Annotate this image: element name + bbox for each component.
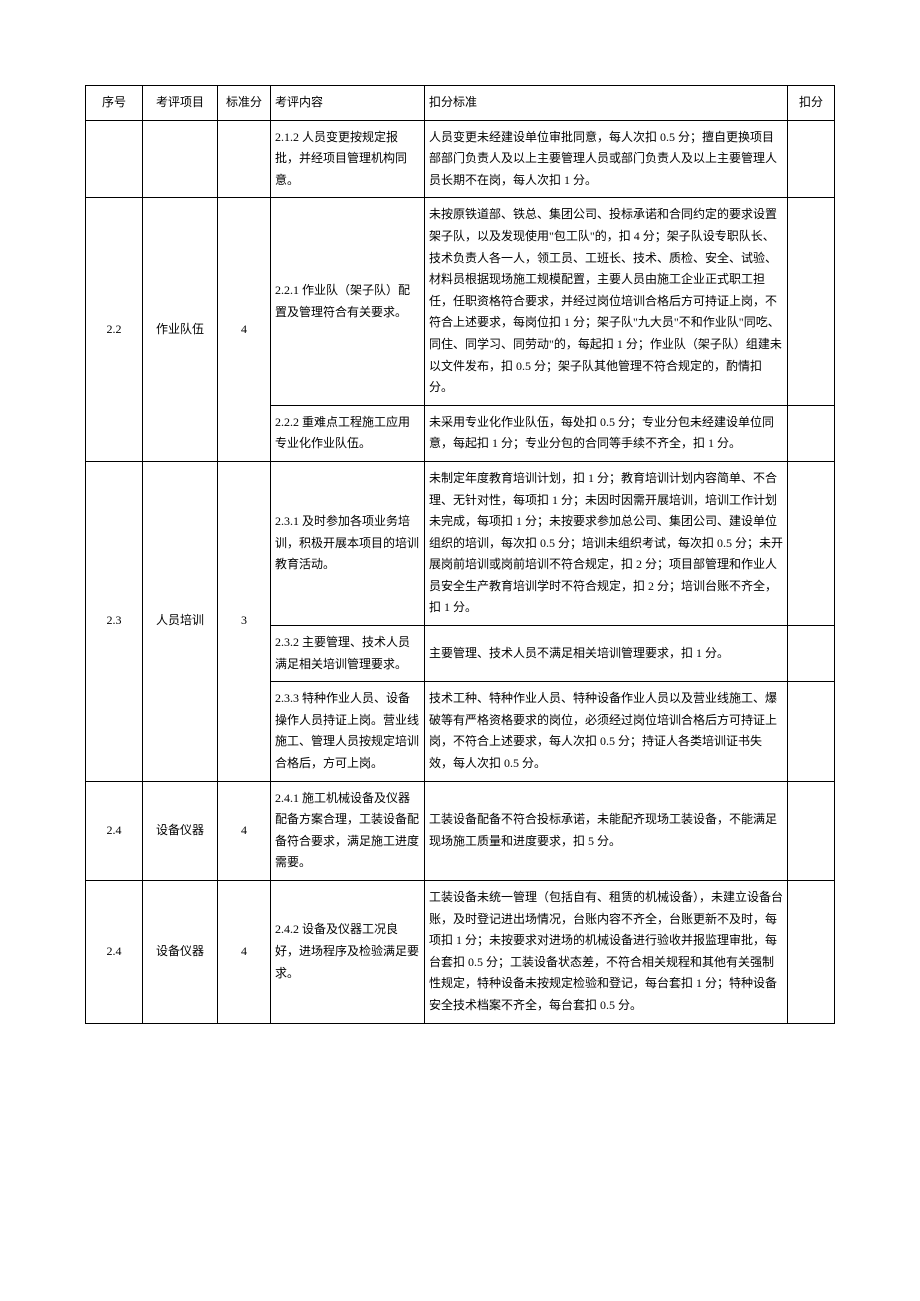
table-row: 2.3 人员培训 3 2.3.1 及时参加各项业务培训，积极开展本项目的培训教育… [86, 461, 835, 625]
cell-content: 2.4.2 设备及仪器工况良好，进场程序及检验满足要求。 [271, 881, 425, 1024]
table-row: 2.4 设备仪器 4 2.4.1 施工机械设备及仪器配备方案合理，工装设备配备符… [86, 781, 835, 880]
evaluation-table: 序号 考评项目 标准分 考评内容 扣分标准 扣分 2.1.2 人员变更按规定报批… [85, 85, 835, 1024]
header-deduct: 扣分 [788, 86, 835, 121]
cell-deduct [788, 881, 835, 1024]
cell-score: 4 [218, 198, 271, 462]
header-score: 标准分 [218, 86, 271, 121]
cell-deduct [788, 461, 835, 625]
cell-content: 2.4.1 施工机械设备及仪器配备方案合理，工装设备配备符合要求，满足施工进度需… [271, 781, 425, 880]
cell-seq: 2.2 [86, 198, 143, 462]
cell-seq [86, 120, 143, 198]
cell-criteria: 工装设备未统一管理（包括自有、租赁的机械设备），未建立设备台账，及时登记进出场情… [425, 881, 788, 1024]
table-row: 2.4 设备仪器 4 2.4.2 设备及仪器工况良好，进场程序及检验满足要求。 … [86, 881, 835, 1024]
table-row: 2.1.2 人员变更按规定报批，并经项目管理机构同意。 人员变更未经建设单位审批… [86, 120, 835, 198]
cell-deduct [788, 781, 835, 880]
cell-item: 设备仪器 [143, 781, 218, 880]
cell-criteria: 未采用专业化作业队伍，每处扣 0.5 分；专业分包未经建设单位同意，每起扣 1 … [425, 405, 788, 461]
cell-deduct [788, 198, 835, 405]
table-row: 2.2 作业队伍 4 2.2.1 作业队（架子队）配置及管理符合有关要求。 未按… [86, 198, 835, 405]
cell-deduct [788, 682, 835, 781]
cell-content: 2.2.1 作业队（架子队）配置及管理符合有关要求。 [271, 198, 425, 405]
cell-criteria: 未按原铁道部、铁总、集团公司、投标承诺和合同约定的要求设置架子队，以及发现使用"… [425, 198, 788, 405]
cell-criteria: 工装设备配备不符合投标承诺，未能配齐现场工装设备，不能满足现场施工质量和进度要求… [425, 781, 788, 880]
cell-deduct [788, 120, 835, 198]
cell-criteria: 未制定年度教育培训计划，扣 1 分；教育培训计划内容简单、不合理、无针对性，每项… [425, 461, 788, 625]
cell-score [218, 120, 271, 198]
header-seq: 序号 [86, 86, 143, 121]
cell-content: 2.2.2 重难点工程施工应用专业化作业队伍。 [271, 405, 425, 461]
header-row: 序号 考评项目 标准分 考评内容 扣分标准 扣分 [86, 86, 835, 121]
cell-score: 3 [218, 461, 271, 781]
cell-criteria: 人员变更未经建设单位审批同意，每人次扣 0.5 分；擅自更换项目部部门负责人及以… [425, 120, 788, 198]
cell-score: 4 [218, 881, 271, 1024]
cell-criteria: 技术工种、特种作业人员、特种设备作业人员以及营业线施工、爆破等有严格资格要求的岗… [425, 682, 788, 781]
cell-item: 设备仪器 [143, 881, 218, 1024]
header-content: 考评内容 [271, 86, 425, 121]
cell-seq: 2.4 [86, 781, 143, 880]
cell-item [143, 120, 218, 198]
cell-content: 2.1.2 人员变更按规定报批，并经项目管理机构同意。 [271, 120, 425, 198]
cell-content: 2.3.2 主要管理、技术人员满足相关培训管理要求。 [271, 626, 425, 682]
cell-deduct [788, 626, 835, 682]
cell-content: 2.3.1 及时参加各项业务培训，积极开展本项目的培训教育活动。 [271, 461, 425, 625]
header-item: 考评项目 [143, 86, 218, 121]
cell-content: 2.3.3 特种作业人员、设备操作人员持证上岗。营业线施工、管理人员按规定培训合… [271, 682, 425, 781]
cell-item: 作业队伍 [143, 198, 218, 462]
header-criteria: 扣分标准 [425, 86, 788, 121]
cell-criteria: 主要管理、技术人员不满足相关培训管理要求，扣 1 分。 [425, 626, 788, 682]
cell-deduct [788, 405, 835, 461]
cell-seq: 2.4 [86, 881, 143, 1024]
cell-score: 4 [218, 781, 271, 880]
cell-seq: 2.3 [86, 461, 143, 781]
cell-item: 人员培训 [143, 461, 218, 781]
